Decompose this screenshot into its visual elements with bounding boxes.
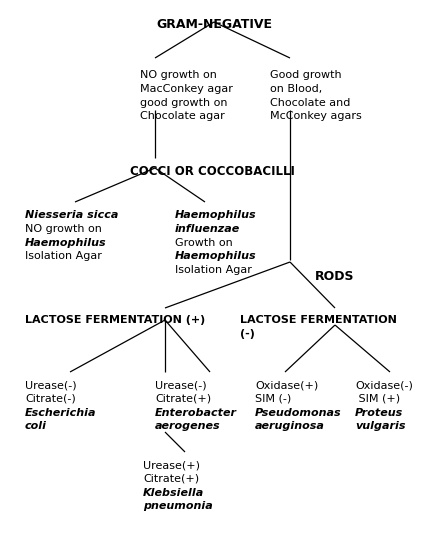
Text: good growth on: good growth on <box>140 98 227 107</box>
Text: Chocolate and: Chocolate and <box>270 98 350 107</box>
Text: Proteus: Proteus <box>355 408 403 417</box>
Text: SIM (+): SIM (+) <box>355 394 400 404</box>
Text: Urease(-): Urease(-) <box>25 380 77 390</box>
Text: McConkey agars: McConkey agars <box>270 111 362 122</box>
Text: NO growth on: NO growth on <box>140 70 217 80</box>
Text: Citrate(+): Citrate(+) <box>155 394 211 404</box>
Text: LACTOSE FERMENTATION: LACTOSE FERMENTATION <box>240 315 397 325</box>
Text: aerogenes: aerogenes <box>155 421 221 431</box>
Text: Klebsiella: Klebsiella <box>143 488 204 497</box>
Text: Isolation Agar: Isolation Agar <box>175 265 252 275</box>
Text: Haemophilus: Haemophilus <box>175 252 257 261</box>
Text: coli: coli <box>25 421 47 431</box>
Text: Niesseria sicca: Niesseria sicca <box>25 210 118 220</box>
Text: GRAM-NEGATIVE: GRAM-NEGATIVE <box>156 18 272 31</box>
Text: Growth on: Growth on <box>175 238 233 248</box>
Text: on Blood,: on Blood, <box>270 84 322 94</box>
Text: pneumonia: pneumonia <box>143 502 213 511</box>
Text: Haemophilus: Haemophilus <box>175 210 257 220</box>
Text: aeruginosa: aeruginosa <box>255 421 325 431</box>
Text: RODS: RODS <box>315 270 355 283</box>
Text: Haemophilus: Haemophilus <box>25 238 107 248</box>
Text: (-): (-) <box>240 329 255 339</box>
Text: Escherichia: Escherichia <box>25 408 97 417</box>
Text: Good growth: Good growth <box>270 70 341 80</box>
Text: Enterobacter: Enterobacter <box>155 408 237 417</box>
Text: Urease(+): Urease(+) <box>143 460 200 470</box>
Text: MacConkey agar: MacConkey agar <box>140 84 233 94</box>
Text: Citrate(-): Citrate(-) <box>25 394 76 404</box>
Text: vulgaris: vulgaris <box>355 421 405 431</box>
Text: NO growth on: NO growth on <box>25 224 102 234</box>
Text: SIM (-): SIM (-) <box>255 394 291 404</box>
Text: Oxidase(-): Oxidase(-) <box>355 380 413 390</box>
Text: COCCI OR COCCOBACILLI: COCCI OR COCCOBACILLI <box>130 165 295 178</box>
Text: LACTOSE FERMENTATION (+): LACTOSE FERMENTATION (+) <box>25 315 205 325</box>
Text: influenzae: influenzae <box>175 224 240 234</box>
Text: Urease(-): Urease(-) <box>155 380 207 390</box>
Text: Pseudomonas: Pseudomonas <box>255 408 341 417</box>
Text: Citrate(+): Citrate(+) <box>143 474 199 484</box>
Text: Oxidase(+): Oxidase(+) <box>255 380 318 390</box>
Text: Chocolate agar: Chocolate agar <box>140 111 225 122</box>
Text: Isolation Agar: Isolation Agar <box>25 252 102 261</box>
